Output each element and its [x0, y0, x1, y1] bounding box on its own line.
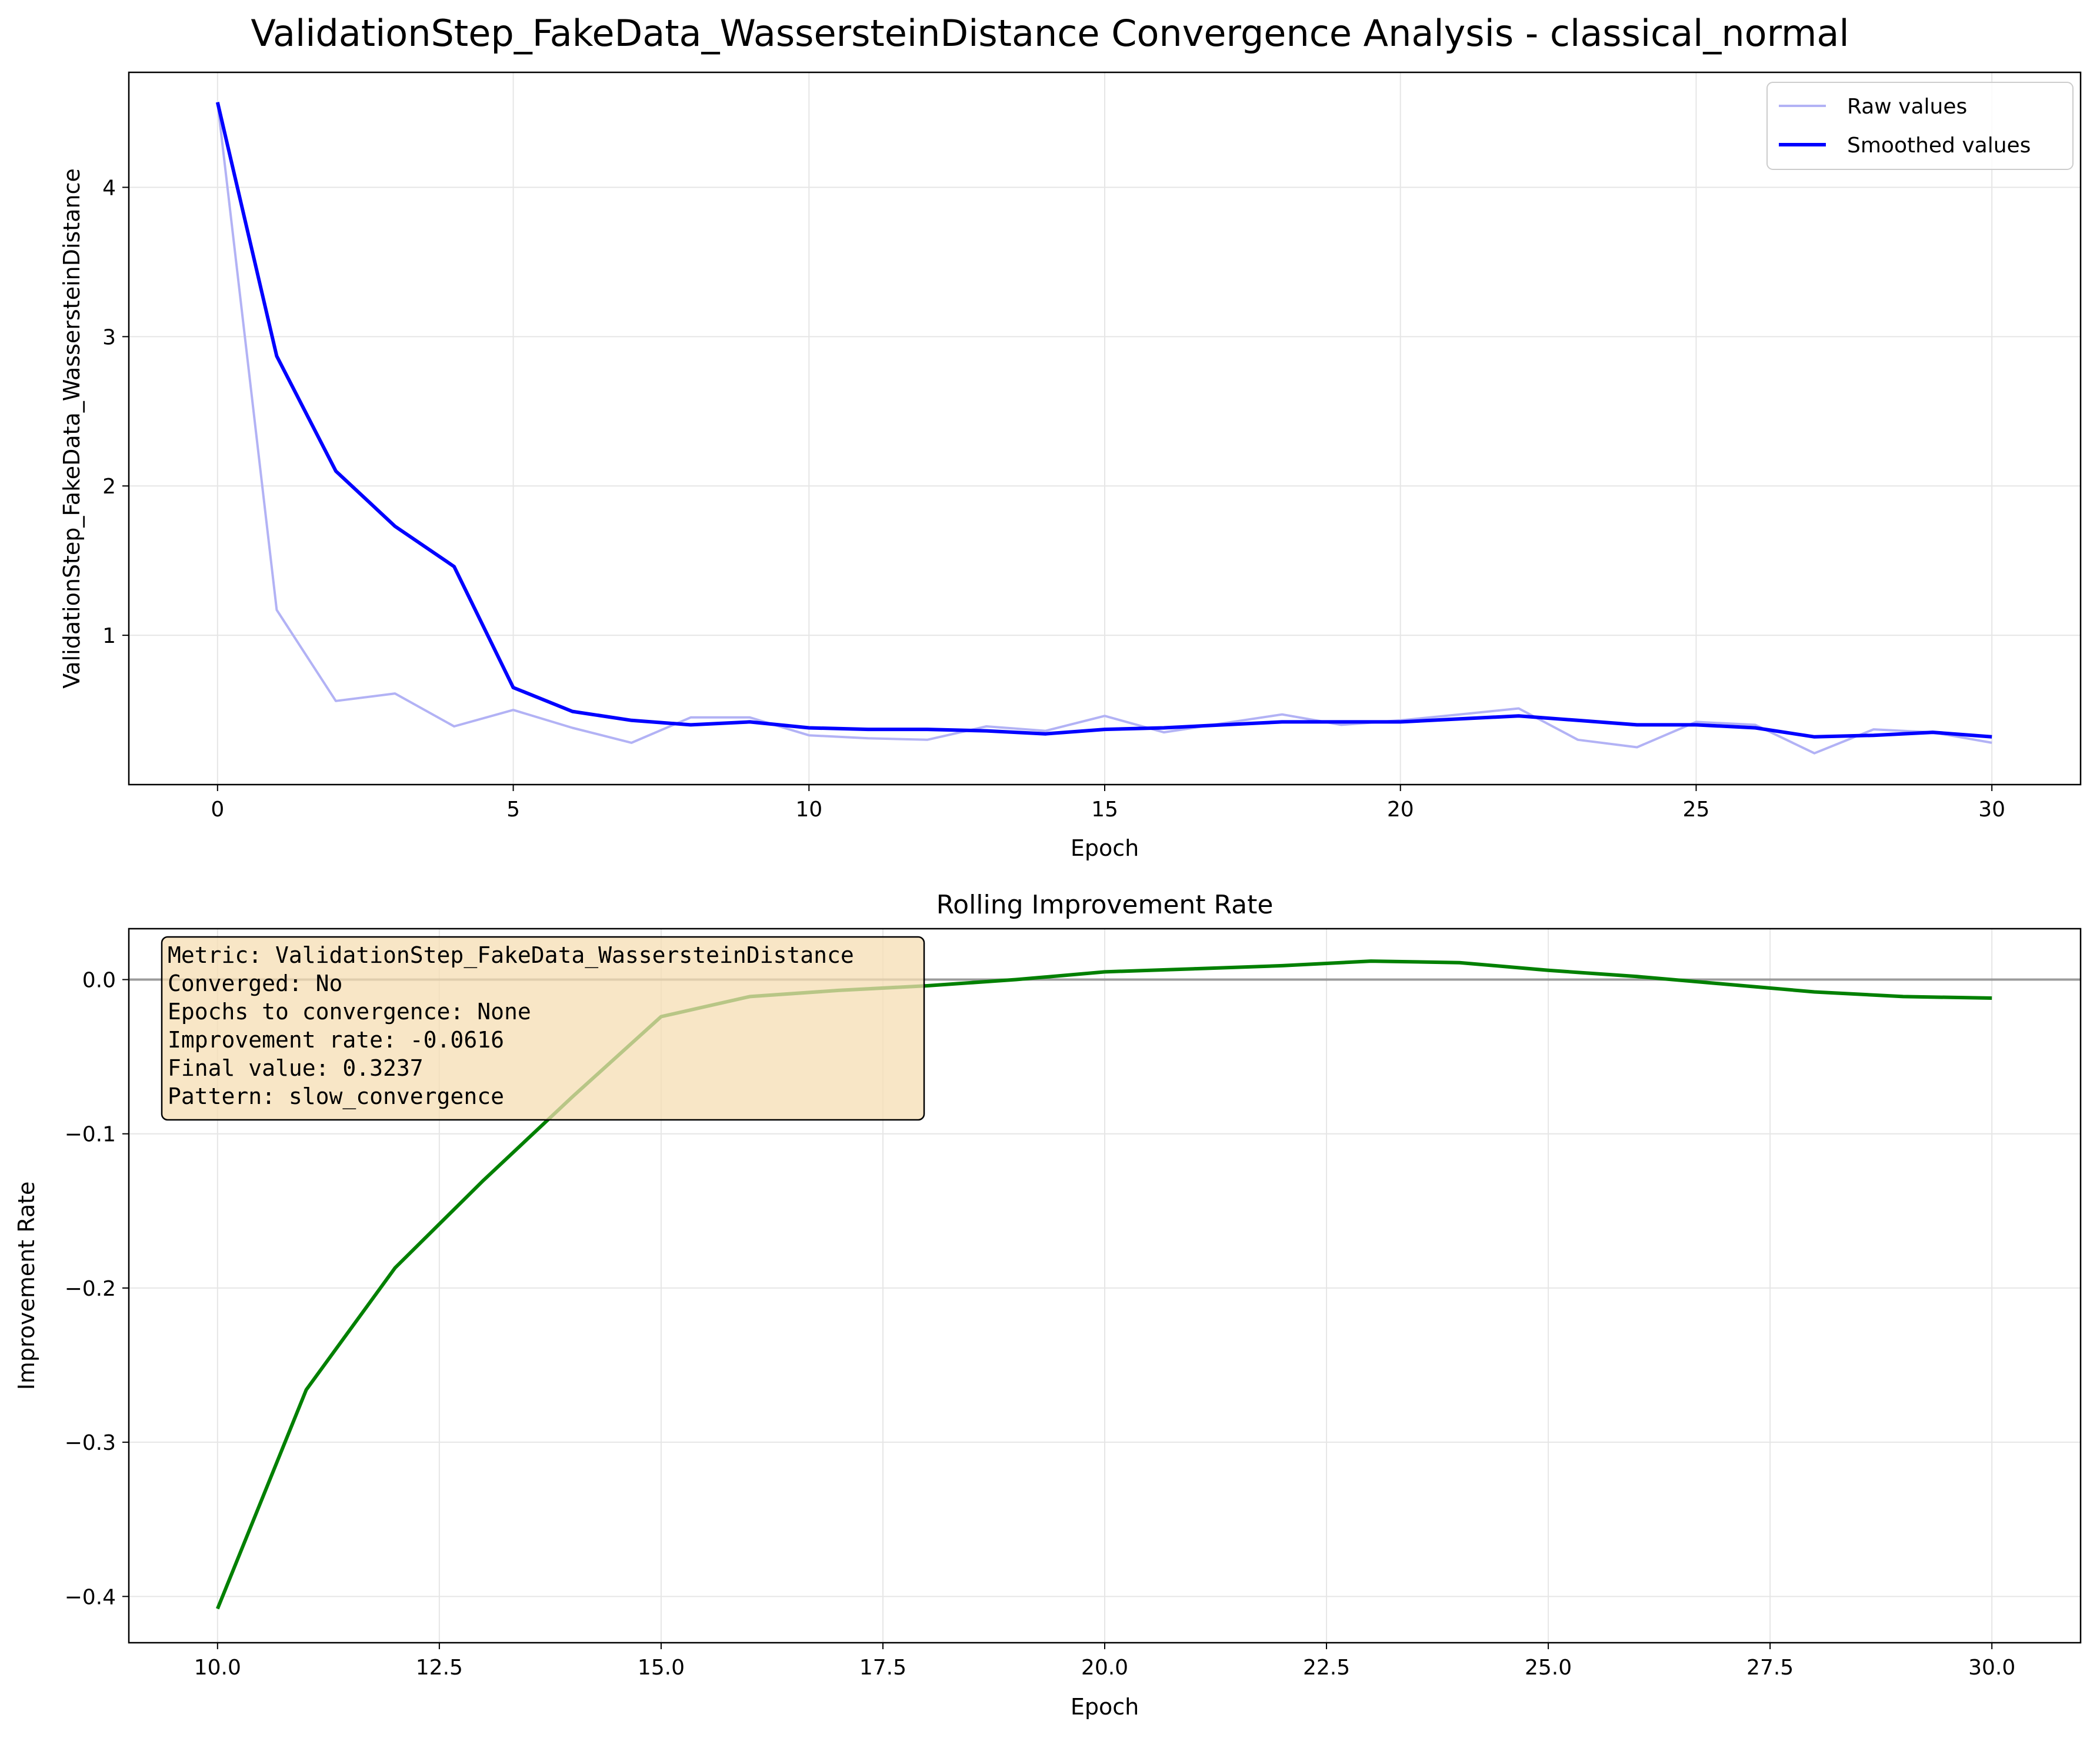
plot-frame [128, 71, 2082, 786]
y-tick-label: −0.2 [65, 1277, 116, 1301]
legend-box [1766, 82, 2074, 170]
x-tick-label: 30 [1978, 798, 2005, 822]
annotation-box [161, 936, 925, 1121]
annotation-line: Epochs to convergence: None [168, 999, 531, 1025]
y-axis-label: Improvement Rate [14, 1182, 39, 1390]
annotation-line: Final value: 0.3237 [168, 1055, 424, 1081]
y-tick-label: 2 [102, 475, 116, 499]
convergence-chart: 0 5 10 15 20 25 30 1 2 3 4 Epoch ValidationStep_Fake… [59, 71, 2082, 861]
x-tick-label: 12.5 [416, 1656, 463, 1680]
x-tick-label: 25 [1683, 798, 1710, 822]
figure-title: ValidationStep_FakeData_WassersteinDista… [251, 12, 1849, 55]
x-tick-label: 10 [795, 798, 822, 822]
x-tick-label: 5 [506, 798, 520, 822]
annotation-line: Converged: No [168, 970, 342, 996]
legend: Raw values Smoothed values [1766, 82, 2074, 170]
y-tick-label: 0.0 [82, 969, 116, 993]
raw-values-line [216, 102, 1992, 755]
x-tick-label: 15 [1091, 798, 1118, 822]
improvement-rate-chart: Rolling Improvement Rate 10.0 12.5 15.0 17.5… [14, 890, 2082, 1720]
y-tick-label: 3 [102, 325, 116, 349]
improvement-rate-line [216, 959, 1992, 1610]
legend-label: Raw values [1847, 95, 1967, 119]
smoothed-values-line [215, 102, 1992, 739]
y-tick-label: 1 [102, 624, 116, 648]
x-tick-label: 0 [211, 798, 224, 822]
y-tick-label: −0.1 [65, 1123, 116, 1147]
annotation-line: Pattern: slow_convergence [168, 1083, 504, 1110]
legend-label: Smoothed values [1847, 134, 2031, 158]
x-tick-label: 17.5 [859, 1656, 906, 1680]
y-tick-label: 4 [102, 176, 116, 200]
x-tick-label: 22.5 [1303, 1656, 1350, 1680]
x-tick-label: 10.0 [194, 1656, 241, 1680]
y-axis-label: ValidationStep_FakeData_WassersteinDista… [59, 168, 85, 688]
y-tick-label: −0.3 [65, 1431, 116, 1455]
stats-annotation: Metric: ValidationStep_FakeData_Wasserst… [161, 936, 925, 1121]
x-tick-label: 20 [1387, 798, 1414, 822]
annotation-line: Metric: ValidationStep_FakeData_Wasserst… [168, 942, 854, 969]
x-axis-label: Epoch [1071, 835, 1139, 861]
plot-frame [128, 928, 2082, 1644]
subplot-title: Rolling Improvement Rate [936, 890, 1274, 920]
annotation-line: Improvement rate: -0.0616 [168, 1027, 504, 1053]
x-tick-label: 15.0 [638, 1656, 685, 1680]
x-tick-label: 25.0 [1525, 1656, 1572, 1680]
x-tick-label: 20.0 [1081, 1656, 1128, 1680]
y-tick-label: −0.4 [65, 1585, 116, 1609]
x-tick-label: 27.5 [1746, 1656, 1794, 1680]
x-axis-label: Epoch [1071, 1694, 1139, 1720]
x-tick-label: 30.0 [1968, 1656, 2015, 1680]
